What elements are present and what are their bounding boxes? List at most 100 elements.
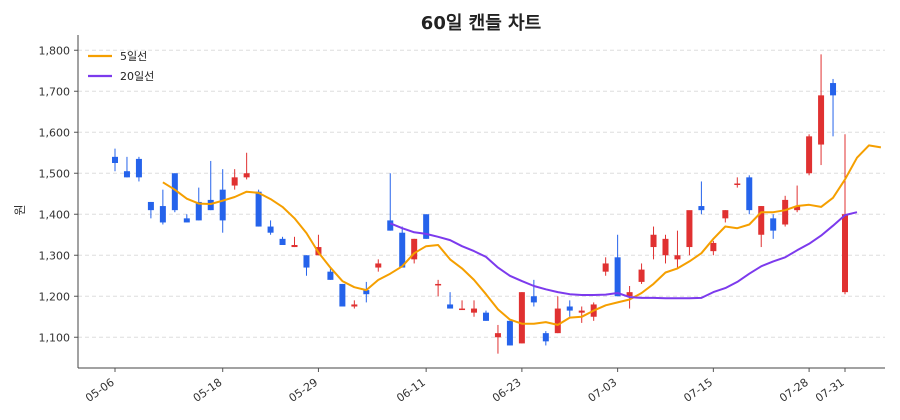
candle-body — [339, 283, 346, 307]
candle — [770, 214, 777, 239]
candle-body — [494, 333, 501, 338]
candle — [351, 300, 358, 309]
candle-body — [482, 312, 489, 321]
candle — [123, 156, 130, 178]
candle-body — [554, 308, 561, 334]
x-tick-label: 07-28 — [777, 376, 811, 405]
candle — [722, 210, 729, 223]
candle — [112, 148, 118, 172]
candle — [494, 324, 501, 354]
candle-body — [459, 308, 466, 311]
candle — [830, 78, 837, 137]
candle — [447, 292, 454, 309]
candle-body — [710, 242, 717, 252]
candle — [542, 331, 549, 346]
candle-body — [327, 271, 334, 280]
candle-body — [674, 255, 681, 260]
legend-label: 5일선 — [120, 49, 147, 63]
candle — [279, 236, 286, 245]
candle-body — [746, 177, 753, 211]
y-tick-label: 1,600 — [39, 126, 71, 139]
candle — [818, 54, 825, 166]
candle — [183, 214, 190, 223]
candle-body — [135, 158, 142, 178]
y-tick-label: 1,500 — [39, 167, 71, 180]
candle — [339, 283, 346, 307]
candle — [638, 263, 645, 284]
candle-body — [770, 218, 777, 231]
candle-body — [506, 320, 513, 346]
candle-body — [471, 308, 478, 313]
candle — [435, 279, 442, 297]
x-tick-label: 06-23 — [490, 376, 524, 405]
candle-body — [351, 304, 358, 307]
candle-body — [782, 199, 789, 225]
series-line-ma20 — [389, 211, 858, 300]
candle — [459, 300, 466, 311]
x-tick-label: 05-06 — [83, 376, 117, 405]
candle — [734, 177, 741, 188]
candle-body — [794, 206, 801, 211]
candle — [614, 234, 621, 297]
candle — [255, 189, 262, 227]
candle-body — [375, 263, 382, 268]
candle — [698, 181, 705, 215]
candle — [506, 320, 513, 346]
candle — [411, 238, 418, 264]
candle — [578, 306, 585, 323]
candle — [471, 300, 478, 317]
y-tick-label: 1,400 — [39, 208, 71, 221]
candle — [710, 240, 717, 256]
candle-body — [243, 173, 250, 178]
x-tick-label: 05-29 — [287, 376, 321, 405]
candle-body — [207, 199, 214, 211]
y-tick-label: 1,200 — [39, 290, 71, 303]
candle-body — [411, 238, 418, 260]
candle-body — [542, 333, 549, 342]
candle-body — [112, 156, 118, 163]
x-tick-label: 07-03 — [586, 376, 620, 405]
candle — [363, 281, 370, 303]
candle-body — [686, 210, 693, 248]
candle — [399, 226, 406, 268]
legend: 5일선 20일선 — [88, 49, 154, 83]
candle-body — [602, 263, 609, 272]
candle-body — [435, 283, 442, 286]
grid-lines — [78, 49, 885, 338]
candle-body — [518, 292, 525, 344]
candle — [482, 310, 489, 321]
candle-body — [806, 136, 813, 174]
candle — [387, 173, 394, 231]
x-tick-label: 06-11 — [394, 376, 428, 405]
candle-body — [363, 290, 370, 295]
candle — [303, 255, 310, 276]
candle — [135, 156, 142, 182]
candle — [207, 160, 214, 211]
legend-label: 20일선 — [120, 69, 154, 83]
candle — [147, 201, 154, 219]
candle-body — [722, 210, 729, 219]
candle — [566, 300, 573, 317]
chart-title: 60일 캔들 차트 — [421, 13, 541, 34]
y-tick-label: 1,800 — [39, 44, 71, 57]
candle-body — [159, 206, 166, 223]
candle-body — [267, 226, 274, 233]
candle-body — [818, 95, 825, 145]
candle-body — [171, 173, 178, 211]
candle-body — [830, 83, 837, 96]
candle — [650, 226, 657, 260]
x-tick-label: 07-15 — [681, 376, 715, 405]
moving-average-lines — [162, 144, 882, 326]
candle — [327, 267, 334, 280]
candle — [267, 220, 274, 235]
candle — [159, 189, 166, 225]
x-tick-label: 07-31 — [813, 376, 847, 405]
candle — [530, 279, 537, 307]
x-tick-label: 05-18 — [191, 376, 225, 405]
candle — [806, 134, 813, 176]
candle — [518, 292, 525, 344]
y-tick-label: 1,100 — [39, 331, 71, 344]
candle-body — [614, 257, 621, 297]
candle-body — [195, 201, 202, 221]
